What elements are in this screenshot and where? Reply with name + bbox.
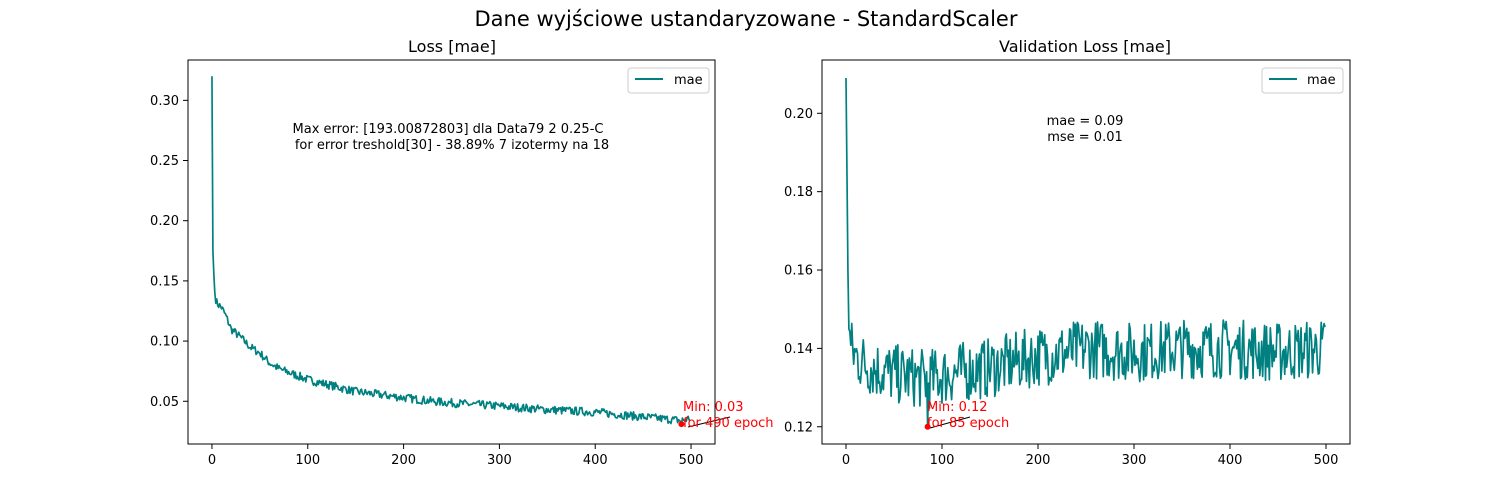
validation-x-tick-label: 100 (930, 453, 955, 468)
validation-x-tick-label: 500 (1314, 453, 1339, 468)
validation-loss-chart-title: Validation Loss [mae] (999, 37, 1171, 56)
loss-y-tick-label: 0.25 (150, 154, 179, 169)
loss-x-ticks: 0 100 200 300 400 500 (208, 444, 704, 468)
validation-x-tick-label: 300 (1122, 453, 1147, 468)
validation-series-line (845, 78, 1326, 428)
loss-x-tick-label: 300 (487, 453, 512, 468)
validation-min-line-1: Min: 0.12 (927, 400, 988, 415)
validation-legend: mae (1261, 67, 1344, 94)
validation-plot-area (845, 78, 1326, 428)
validation-info-annotation: mae = 0.09 mse = 0.01 (1047, 114, 1124, 145)
loss-x-tick-label: 400 (583, 453, 608, 468)
loss-y-tick-label: 0.10 (150, 335, 179, 350)
loss-legend-label: mae (674, 73, 703, 88)
loss-y-tick-label: 0.30 (150, 94, 179, 109)
validation-y-tick-label: 0.14 (784, 342, 813, 357)
validation-min-point (924, 423, 931, 430)
validation-min-line-2: for 85 epoch (927, 416, 1009, 431)
loss-x-tick-label: 200 (391, 453, 416, 468)
validation-y-tick-label: 0.20 (784, 107, 813, 122)
figure-title: Dane wyjściowe ustandaryzowane - Standar… (474, 7, 1018, 31)
loss-info-line-1: Max error: [193.00872803] dla Data79 2 0… (293, 122, 604, 137)
validation-info-line-2: mse = 0.01 (1047, 130, 1123, 145)
loss-axes-frame (187, 59, 716, 445)
loss-x-tick-label: 500 (679, 453, 704, 468)
loss-y-tick-label: 0.15 (150, 274, 179, 289)
loss-info-line-2: for error treshold[30] - 38.89% 7 izoter… (295, 138, 609, 153)
validation-x-tick-label: 200 (1026, 453, 1051, 468)
validation-x-ticks: 0 100 200 300 400 500 (842, 444, 1339, 468)
validation-axes-frame (821, 59, 1351, 445)
validation-info-line-1: mae = 0.09 (1047, 114, 1124, 129)
validation-loss-chart: Validation Loss [mae] 0 100 200 300 400 500 0… (784, 37, 1351, 468)
validation-x-tick-label: 400 (1218, 453, 1243, 468)
loss-chart: Loss [mae] 0 100 200 300 400 500 0.05 0.10 0.15… (150, 37, 774, 468)
loss-chart-title: Loss [mae] (408, 37, 496, 56)
validation-min-arrow (929, 416, 971, 429)
validation-y-tick-label: 0.12 (784, 420, 813, 435)
loss-min-line-1: Min: 0.03 (683, 400, 744, 415)
validation-legend-box (1261, 67, 1344, 94)
loss-min-line-2: for 490 epoch (683, 416, 774, 431)
validation-min-annotation: Min: 0.12 for 85 epoch (924, 400, 1009, 431)
loss-legend: mae (627, 67, 710, 94)
validation-legend-label: mae (1307, 73, 1336, 88)
loss-y-ticks: 0.05 0.10 0.15 0.20 0.25 0.30 (150, 94, 188, 410)
validation-y-ticks: 0.12 0.14 0.16 0.18 0.20 (784, 107, 822, 435)
loss-legend-box (627, 67, 710, 94)
loss-plot-area (211, 76, 691, 425)
validation-y-tick-label: 0.18 (784, 185, 813, 200)
validation-x-tick-label: 0 (842, 453, 850, 468)
loss-series-line (211, 76, 691, 425)
loss-min-arrow (687, 416, 731, 428)
validation-y-tick-label: 0.16 (784, 264, 813, 279)
loss-min-point (678, 421, 685, 428)
loss-y-tick-label: 0.20 (150, 214, 179, 229)
loss-x-tick-label: 0 (208, 453, 216, 468)
loss-y-tick-label: 0.05 (150, 395, 179, 410)
loss-x-tick-label: 100 (295, 453, 320, 468)
loss-info-annotation: Max error: [193.00872803] dla Data79 2 0… (293, 122, 610, 153)
loss-min-annotation: Min: 0.03 for 490 epoch (678, 400, 774, 431)
